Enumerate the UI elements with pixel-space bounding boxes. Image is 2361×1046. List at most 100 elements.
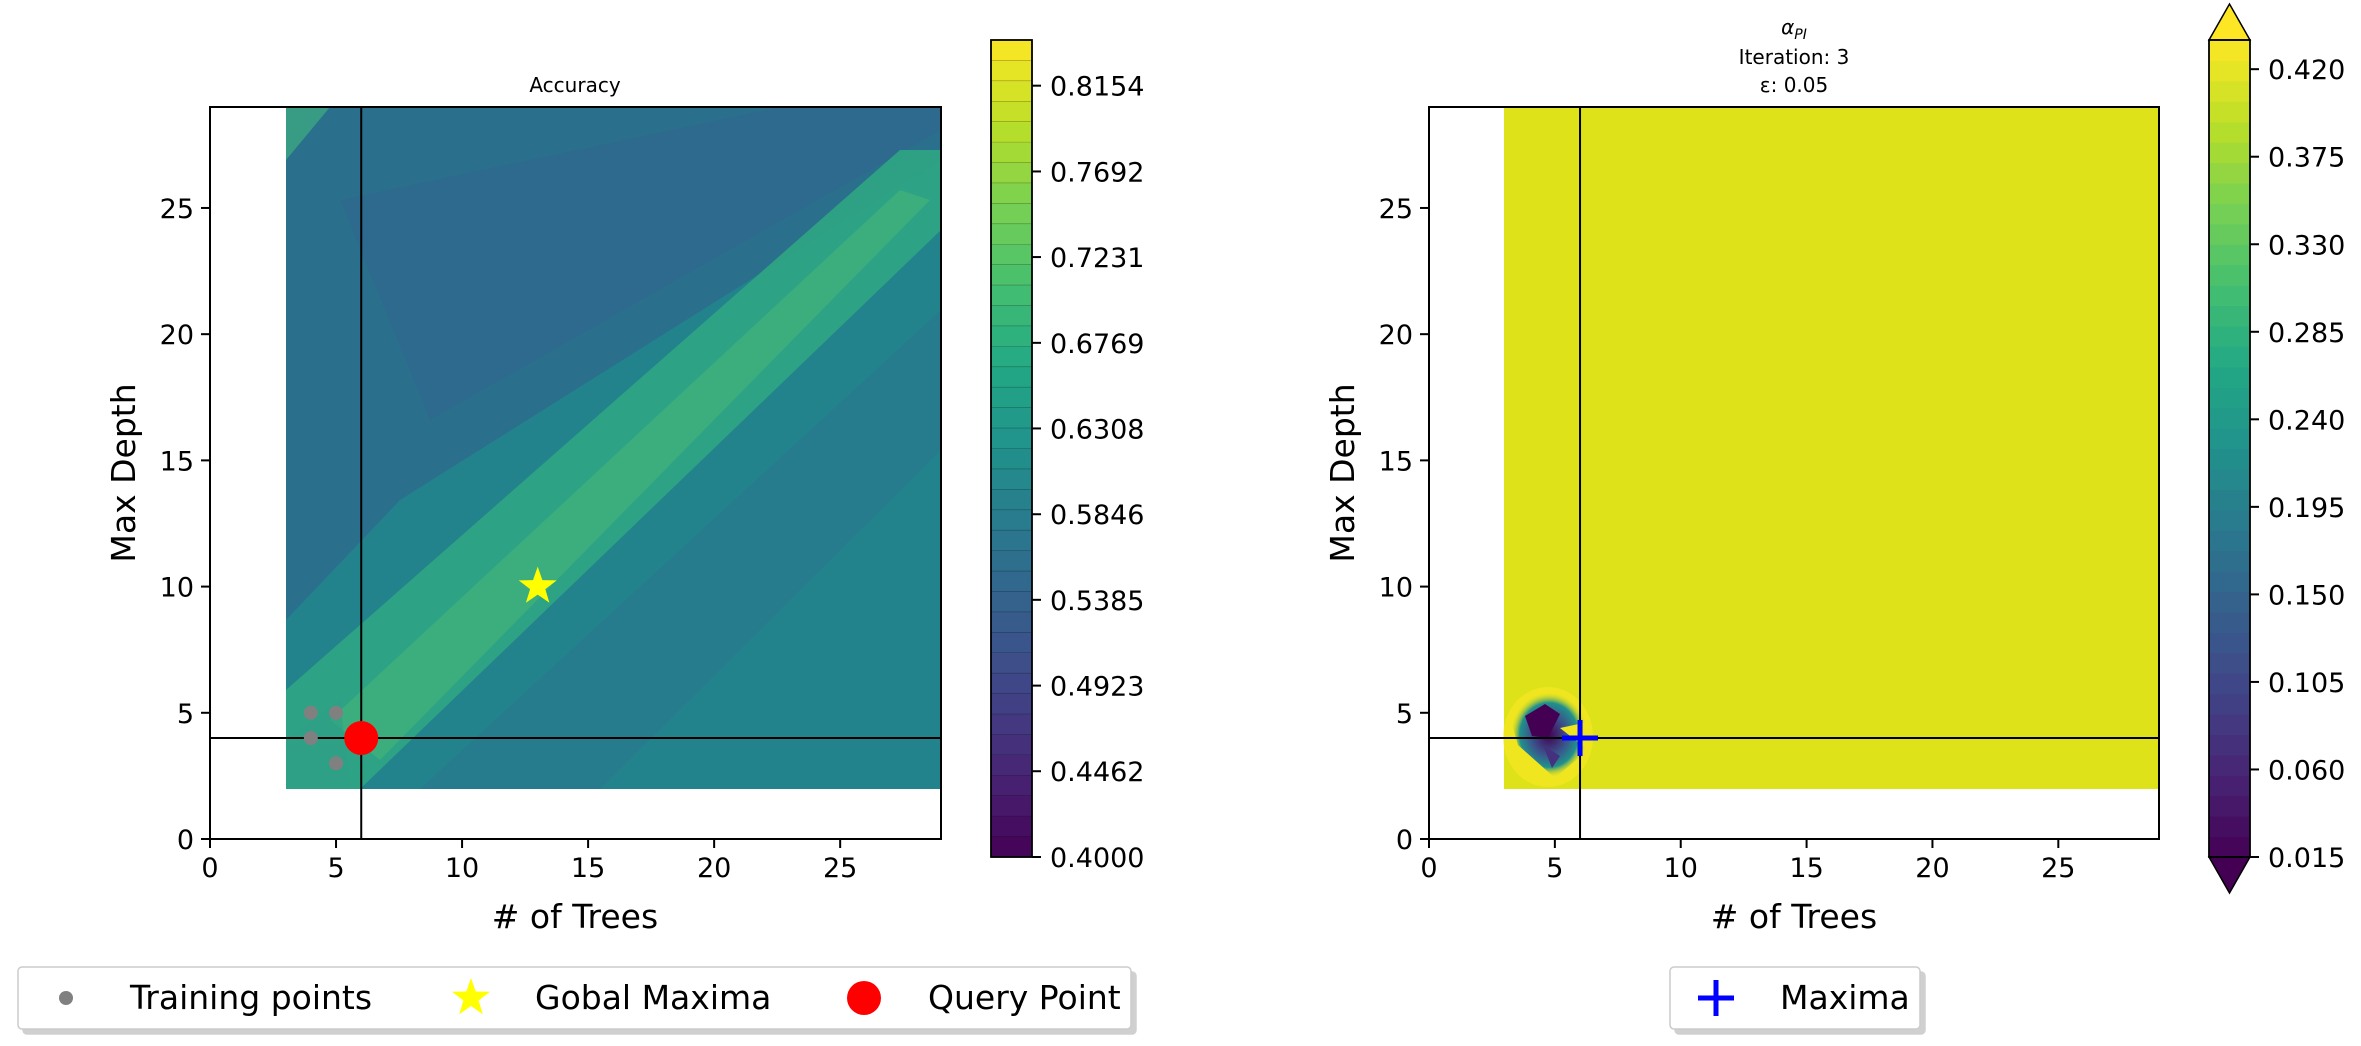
colorbar-frame: [2208, 39, 2251, 858]
colorbar-segment: [991, 530, 1032, 552]
colorbar-segment: [2209, 693, 2250, 715]
query-point-marker: [344, 721, 379, 756]
colorbar-segment: [2209, 489, 2250, 511]
legend-right-box: [1669, 966, 1921, 1030]
acquisition-fill: [1504, 107, 2159, 789]
heatmap-lower-band: [420, 310, 941, 789]
colorbar-tick-label: 0.240: [2268, 405, 2345, 436]
colorbar-tick-label: 0.4923: [1050, 672, 1144, 703]
legend-left-items: Training points Gobal Maxima Query Point: [59, 978, 1121, 1017]
colorbar-segment: [2209, 448, 2250, 470]
colorbar-segment: [2209, 264, 2250, 286]
colorbar-segment: [991, 775, 1032, 797]
colorbar-segment: [2209, 244, 2250, 266]
left-panel: Accuracy 0 5 10 15 20 25 0 5 10 15 20 25 # of Tree…: [104, 39, 1144, 936]
colorbar-tick-label: 0.4000: [1050, 843, 1144, 874]
colorbar-segment: [2209, 673, 2250, 695]
y-tick-label: 25: [1379, 194, 1413, 225]
colorbar-segment: [991, 366, 1032, 388]
colorbar-segment: [2209, 305, 2250, 327]
x-tick-label: 15: [571, 853, 605, 884]
colorbar-segment: [2209, 632, 2250, 654]
x-tick-label: 15: [1789, 853, 1823, 884]
alpha-subscript: PI: [1794, 27, 1807, 43]
colorbar-segment: [2209, 346, 2250, 368]
training-point: [329, 756, 344, 771]
colorbar-segment: [2209, 101, 2250, 123]
colorbar-segment: [2209, 530, 2250, 552]
colorbar-segment: [2209, 734, 2250, 756]
right-y-ticks: 0 5 10 15 20 25: [1379, 194, 1429, 856]
colorbar-segment: [991, 407, 1032, 429]
training-point: [303, 731, 318, 746]
right-x-ticks: 0 5 10 15 20 25: [1420, 839, 2075, 884]
heatmap-diagonal-core: [330, 190, 930, 760]
colorbar-segment: [2209, 509, 2250, 531]
right-title-iteration: Iteration: 3: [1739, 45, 1850, 69]
legend-left-box: [17, 966, 1132, 1030]
colorbar-tick-label: 0.105: [2268, 668, 2345, 699]
colorbar-tick-label: 0.5846: [1050, 500, 1144, 531]
colorbar-segment: [2209, 714, 2250, 736]
colorbar-segment: [991, 203, 1032, 225]
training-point: [303, 705, 318, 720]
colorbar-segment: [2209, 142, 2250, 164]
colorbar-segment: [2209, 652, 2250, 674]
colorbar-segment: [991, 223, 1032, 245]
colorbar-segment: [991, 795, 1032, 817]
x-tick-label: 25: [2041, 853, 2075, 884]
right-title-epsilon: ε: 0.05: [1760, 73, 1828, 97]
colorbar-segment: [2209, 387, 2250, 409]
x-tick-label: 10: [1664, 853, 1698, 884]
colorbar-segment: [991, 244, 1032, 266]
colorbar-segment: [991, 162, 1032, 184]
colorbar-segment: [991, 305, 1032, 327]
colorbar-segment: [991, 142, 1032, 164]
colorbar-segment: [991, 121, 1032, 143]
y-tick-label: 25: [160, 194, 194, 225]
y-tick-label: 15: [1379, 446, 1413, 477]
colorbar-segment: [991, 693, 1032, 715]
colorbar-segment: [991, 489, 1032, 511]
colorbar-segment: [2209, 428, 2250, 450]
colorbar-tick-label: 0.375: [2268, 143, 2345, 174]
colorbar-segment: [2209, 816, 2250, 838]
x-tick-label: 20: [697, 853, 731, 884]
left-chart-title: Accuracy: [529, 73, 620, 97]
colorbar-segment: [991, 734, 1032, 756]
colorbar-segment: [991, 182, 1032, 204]
colorbar-tick-label: 0.6308: [1050, 414, 1144, 445]
y-tick-label: 10: [1379, 573, 1413, 604]
x-tick-label: 25: [823, 853, 857, 884]
colorbar-segment: [991, 754, 1032, 776]
right-y-axis-label: Max Depth: [1323, 383, 1362, 562]
colorbar-segment: [2209, 223, 2250, 245]
colorbar-segment: [991, 571, 1032, 593]
colorbar-segment: [991, 509, 1032, 531]
right-x-axis-label: # of Trees: [1711, 897, 1877, 936]
x-tick-label: 10: [445, 853, 479, 884]
y-tick-label: 0: [1396, 825, 1413, 856]
colorbar-segment: [991, 816, 1032, 838]
colorbar-segment: [991, 285, 1032, 307]
heatmap-darker-band: [340, 107, 941, 420]
colorbar-segment: [991, 387, 1032, 409]
colorbar-tick-label: 0.420: [2268, 55, 2345, 86]
x-tick-label: 20: [1915, 853, 1949, 884]
x-tick-label: 5: [1546, 853, 1563, 884]
colorbar-segment: [991, 428, 1032, 450]
colorbar-segment: [2209, 836, 2250, 858]
global-maxima-marker: [518, 566, 557, 603]
legend-right: [1669, 966, 1921, 1030]
colorbar-segment: [2209, 407, 2250, 429]
acquisition-min-core: [1525, 704, 1560, 738]
colorbar-segment: [991, 80, 1032, 102]
colorbar-segment: [2209, 775, 2250, 797]
legend-plus-icon: [1698, 980, 1734, 1016]
colorbar-segment: [991, 101, 1032, 123]
colorbar-tick-label: 0.330: [2268, 230, 2345, 261]
colorbar-segment: [991, 550, 1032, 572]
colorbar-frame: [990, 39, 1033, 858]
colorbar-segment: [2209, 162, 2250, 184]
colorbar-segment: [991, 346, 1032, 368]
